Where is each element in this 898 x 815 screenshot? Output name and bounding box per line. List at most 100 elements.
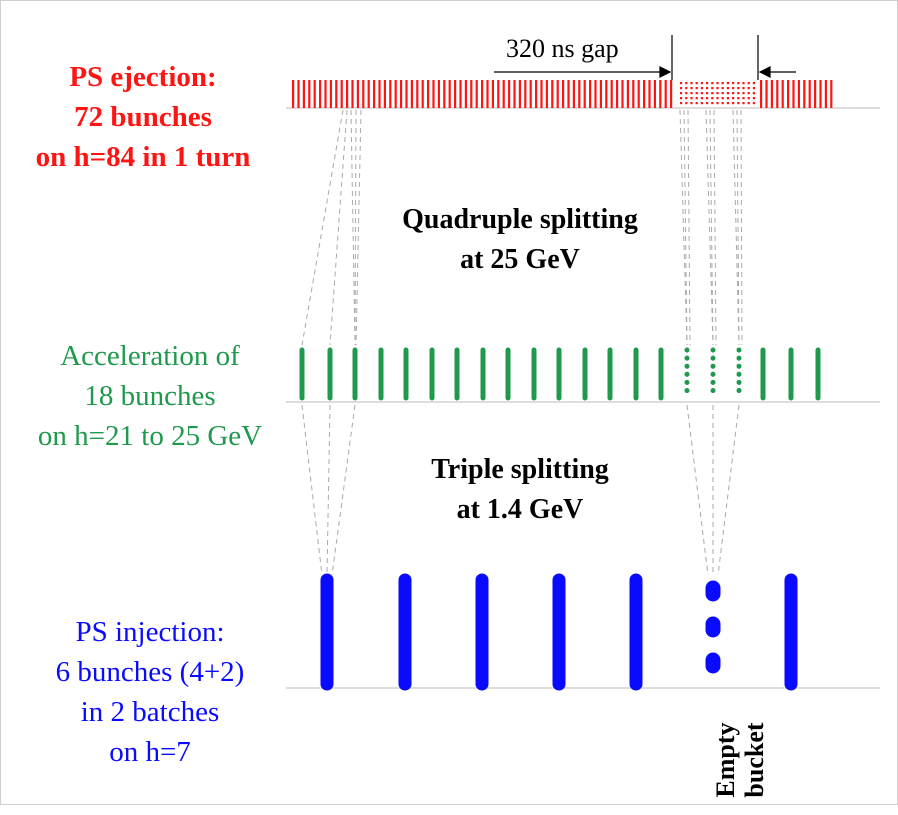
ejection-empty-dot: [752, 92, 755, 95]
triple-splitting-label: Triple splitting at 1.4 GeV: [360, 450, 680, 530]
ejection-bunch: [572, 80, 575, 108]
ejection-empty-dot: [752, 87, 755, 90]
ejection-empty-dot: [737, 82, 740, 85]
acceleration-line1: Acceleration of: [60, 340, 240, 372]
ejection-empty-dot: [680, 92, 683, 95]
ejection-bunch: [416, 80, 419, 108]
ejection-bunch: [776, 80, 779, 108]
ejection-bunch: [389, 80, 392, 108]
ejection-empty-dot: [700, 92, 703, 95]
ejection-empty-dot: [680, 87, 683, 90]
ejection-empty-dot: [685, 102, 688, 105]
ejection-bunch: [535, 80, 538, 108]
ejection-bunch: [481, 80, 484, 108]
ejection-bunch: [367, 80, 370, 108]
splitting-guide-line: [713, 109, 717, 346]
empty-bucket-label-line1: Empty: [711, 722, 740, 798]
ejection-empty-dot: [726, 82, 729, 85]
ejection-bunch: [803, 80, 806, 108]
ejection-empty-dot: [706, 82, 709, 85]
ejection-empty-dot: [747, 92, 750, 95]
ejection-empty-dot: [726, 102, 729, 105]
ejection-empty-dot: [737, 87, 740, 90]
ejection-empty-dot: [732, 82, 735, 85]
splitting-guide-line: [329, 109, 348, 346]
ejection-empty-dot: [742, 97, 745, 100]
ejection-bunch: [583, 80, 586, 108]
ejection-empty-dot: [680, 82, 683, 85]
ps-ejection-line2: 72 bunches: [74, 101, 212, 133]
ejection-bunch: [551, 80, 554, 108]
ejection-empty-dot: [700, 97, 703, 100]
ejection-empty-dot: [742, 82, 745, 85]
ejection-empty-dot: [752, 82, 755, 85]
ejection-empty-dot: [690, 82, 693, 85]
ejection-bunch: [648, 80, 651, 108]
ejection-bunch: [421, 80, 424, 108]
ejection-empty-dot: [742, 102, 745, 105]
ejection-bunch: [470, 80, 473, 108]
ejection-bunch: [302, 80, 305, 108]
ejection-bunch: [760, 80, 763, 108]
ejection-bunch: [335, 80, 338, 108]
ejection-bunch: [599, 80, 602, 108]
ejection-bunch: [589, 80, 592, 108]
ejection-empty-dot: [685, 82, 688, 85]
ejection-bunch: [621, 80, 624, 108]
ejection-bunch: [540, 80, 543, 108]
ejection-bunch: [670, 80, 673, 108]
ejection-bunch: [556, 80, 559, 108]
ejection-bunch: [808, 80, 811, 108]
splitting-guide-line: [740, 109, 743, 346]
ejection-empty-dot: [752, 97, 755, 100]
ejection-empty-dot: [711, 87, 714, 90]
empty-bucket-label-line2: bucket: [740, 722, 769, 798]
ejection-bunch: [637, 80, 640, 108]
ejection-bunch: [529, 80, 532, 108]
ejection-bunch: [432, 80, 435, 108]
ejection-bunch: [448, 80, 451, 108]
ejection-empty-dot: [711, 92, 714, 95]
ejection-bunch: [765, 80, 768, 108]
ejection-empty-dot: [721, 102, 724, 105]
ejection-empty-dot: [747, 87, 750, 90]
ejection-bunch: [567, 80, 570, 108]
ejection-bunch: [400, 80, 403, 108]
ejection-empty-dot: [747, 97, 750, 100]
ejection-bunch: [664, 80, 667, 108]
ejection-empty-dot: [695, 82, 698, 85]
ejection-empty-dot: [726, 87, 729, 90]
ejection-empty-dot: [706, 92, 709, 95]
ejection-bunch: [340, 80, 343, 108]
ejection-empty-dot: [716, 87, 719, 90]
ejection-empty-dot: [742, 87, 745, 90]
ejection-empty-dot: [680, 97, 683, 100]
ejection-empty-dot: [700, 87, 703, 90]
splitting-guide-line: [350, 109, 356, 346]
ejection-empty-dot: [732, 92, 735, 95]
ejection-empty-dot: [737, 97, 740, 100]
gap-label: 320 ns gap: [506, 34, 619, 63]
ps-injection-line3: in 2 batches: [80, 696, 220, 728]
ejection-empty-dot: [721, 87, 724, 90]
ejection-bunch: [797, 80, 800, 108]
ejection-empty-dot: [700, 102, 703, 105]
triple-line2: at 1.4 GeV: [456, 494, 584, 525]
ejection-bunch: [787, 80, 790, 108]
ejection-empty-dot: [747, 102, 750, 105]
ejection-bunch: [346, 80, 349, 108]
ejection-bunch: [308, 80, 311, 108]
splitting-guide-line: [732, 109, 740, 346]
ejection-empty-dot: [685, 92, 688, 95]
splitting-guide-line: [301, 109, 344, 346]
ejection-empty-dot: [711, 97, 714, 100]
ejection-bunch: [513, 80, 516, 108]
ejection-empty-dot: [732, 87, 735, 90]
ejection-empty-dot: [726, 97, 729, 100]
ejection-empty-dot: [695, 102, 698, 105]
ejection-bunch: [362, 80, 365, 108]
ejection-bunch: [824, 80, 827, 108]
ejection-bunch: [545, 80, 548, 108]
splitting-guide-line: [709, 109, 714, 346]
